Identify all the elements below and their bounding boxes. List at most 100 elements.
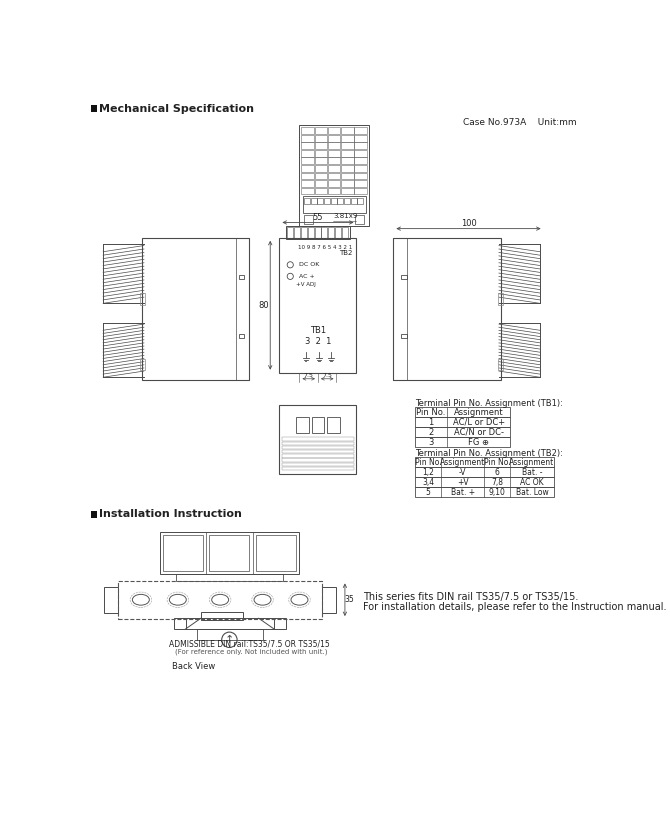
Text: 1: 1 (429, 417, 433, 427)
Bar (355, 215, 364, 224)
Bar (328, 157, 340, 165)
Text: Pin No.: Pin No. (484, 458, 511, 467)
Bar (282, 454, 354, 458)
Bar (302, 157, 314, 165)
Text: 3,4: 3,4 (422, 478, 434, 487)
Text: AC/N or DC-: AC/N or DC- (454, 428, 504, 437)
Bar (287, 227, 293, 238)
Bar (302, 128, 314, 134)
Bar (201, 612, 243, 620)
Text: 6: 6 (495, 468, 500, 477)
Text: AC OK: AC OK (520, 478, 544, 487)
Bar (312, 417, 324, 433)
Bar (354, 157, 367, 165)
Bar (315, 157, 327, 165)
Bar (354, 150, 367, 157)
Text: (For reference only. Not included with unit.): (For reference only. Not included with u… (175, 648, 327, 654)
Bar (140, 359, 145, 370)
Text: 2: 2 (429, 428, 433, 437)
Bar (341, 180, 354, 186)
Bar (282, 450, 354, 454)
Text: 3.81x9: 3.81x9 (334, 213, 358, 219)
Text: 55: 55 (313, 213, 323, 223)
Text: 10 9 8 7 6 5 4 3 2 1: 10 9 8 7 6 5 4 3 2 1 (298, 244, 352, 249)
Bar (301, 227, 307, 238)
Bar (415, 477, 553, 487)
Text: Mechanical Specification: Mechanical Specification (98, 104, 253, 114)
Bar (342, 227, 348, 238)
Text: 9,10: 9,10 (489, 488, 506, 496)
Bar (341, 135, 354, 142)
Text: FG ⊕: FG ⊕ (468, 438, 489, 447)
Text: Bat. Low: Bat. Low (516, 488, 549, 496)
Bar (401, 334, 407, 338)
Bar (299, 125, 368, 225)
Bar (296, 417, 309, 433)
Text: Terminal Pin No. Assignment (TB2):: Terminal Pin No. Assignment (TB2): (415, 449, 563, 458)
Bar (91, 512, 97, 518)
Bar (303, 197, 366, 213)
Bar (393, 238, 407, 381)
Text: -V: -V (459, 468, 466, 477)
Bar (344, 197, 350, 204)
Bar (141, 238, 249, 381)
Bar (354, 172, 367, 179)
Bar (279, 405, 356, 475)
Bar (302, 172, 314, 179)
Bar (282, 446, 354, 449)
Bar (328, 135, 340, 142)
Bar (341, 172, 354, 179)
Bar (104, 586, 118, 613)
Bar (354, 143, 367, 150)
Bar (498, 293, 502, 305)
Bar (341, 128, 354, 134)
Bar (302, 135, 314, 142)
Bar (239, 275, 244, 279)
Text: Assignment: Assignment (509, 458, 555, 467)
Text: 100: 100 (461, 219, 476, 228)
Bar (282, 463, 354, 466)
Bar (140, 293, 145, 305)
Text: Terminal Pin No. Assignment (TB1):: Terminal Pin No. Assignment (TB1): (415, 399, 563, 408)
Text: 1,2: 1,2 (422, 468, 434, 477)
Text: For installation details, please refer to the Instruction manual.: For installation details, please refer t… (362, 602, 666, 612)
Bar (322, 586, 336, 613)
Bar (197, 629, 263, 640)
Bar (415, 407, 511, 417)
Bar (239, 334, 244, 338)
Bar (322, 227, 328, 238)
Text: 80: 80 (258, 301, 269, 310)
Bar (282, 459, 354, 462)
Bar (285, 226, 350, 239)
Bar (236, 238, 249, 381)
Bar (328, 172, 340, 179)
Text: TB2: TB2 (339, 250, 352, 256)
Bar (338, 197, 343, 204)
Bar (304, 215, 314, 224)
Text: +V ADJ: +V ADJ (296, 281, 316, 286)
Bar (176, 575, 283, 580)
Text: 35: 35 (344, 596, 354, 604)
Text: Pin No.: Pin No. (415, 458, 442, 467)
Bar (335, 227, 341, 238)
Bar (282, 438, 354, 441)
Bar (341, 150, 354, 157)
Bar (160, 532, 299, 575)
Text: DC OK: DC OK (299, 262, 320, 267)
Bar (302, 165, 314, 171)
Bar (315, 135, 327, 142)
Bar (415, 457, 553, 467)
Bar (498, 359, 502, 370)
Text: Case No.973A    Unit:mm: Case No.973A Unit:mm (463, 118, 576, 127)
Bar (210, 535, 249, 571)
Bar (415, 438, 511, 447)
Bar (415, 487, 553, 497)
Bar (401, 275, 407, 279)
Text: TB1: TB1 (310, 326, 326, 335)
Text: Bat. -: Bat. - (522, 468, 542, 477)
Text: AC +: AC + (299, 274, 316, 279)
Bar (328, 150, 340, 157)
Bar (331, 197, 337, 204)
Text: Installation Instruction: Installation Instruction (98, 509, 241, 519)
Bar (315, 143, 327, 150)
